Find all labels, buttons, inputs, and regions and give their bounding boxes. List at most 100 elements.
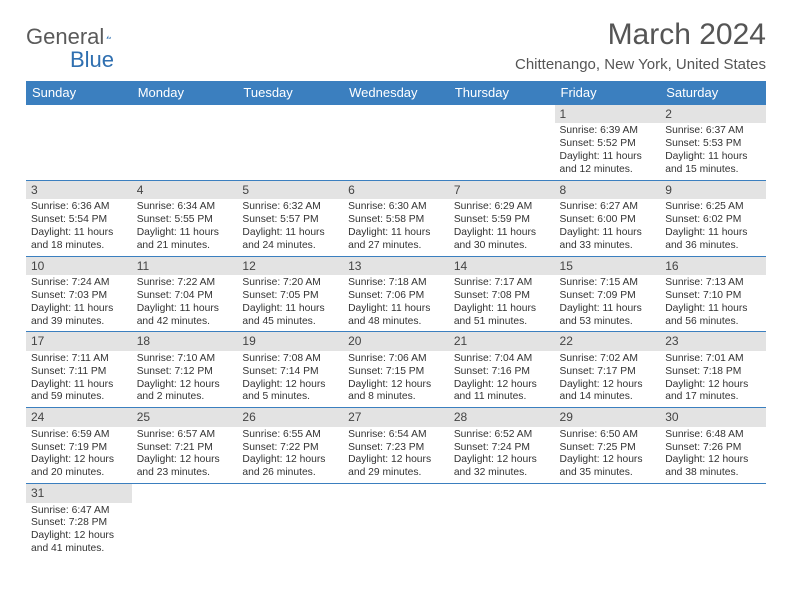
day-number: 26 xyxy=(237,408,343,426)
day-details: Sunrise: 6:48 AMSunset: 7:26 PMDaylight:… xyxy=(660,427,766,483)
calendar-day-cell: 13Sunrise: 7:18 AMSunset: 7:06 PMDayligh… xyxy=(343,256,449,332)
day-details: Sunrise: 6:54 AMSunset: 7:23 PMDaylight:… xyxy=(343,427,449,483)
sunrise-text: Sunrise: 6:59 AM xyxy=(31,429,127,442)
day-details: Sunrise: 6:57 AMSunset: 7:21 PMDaylight:… xyxy=(132,427,238,483)
day-header: Sunday xyxy=(26,81,132,105)
daylight-text: Daylight: 11 hours and 30 minutes. xyxy=(454,227,550,253)
sunrise-text: Sunrise: 6:25 AM xyxy=(665,201,761,214)
daylight-text: Daylight: 12 hours and 32 minutes. xyxy=(454,454,550,480)
sunrise-text: Sunrise: 6:29 AM xyxy=(454,201,550,214)
calendar-day-cell: 2Sunrise: 6:37 AMSunset: 5:53 PMDaylight… xyxy=(660,105,766,181)
sunset-text: Sunset: 5:55 PM xyxy=(137,214,233,227)
calendar-day-cell: 20Sunrise: 7:06 AMSunset: 7:15 PMDayligh… xyxy=(343,332,449,408)
sunset-text: Sunset: 7:23 PM xyxy=(348,442,444,455)
day-details: Sunrise: 6:39 AMSunset: 5:52 PMDaylight:… xyxy=(555,123,661,179)
daylight-text: Daylight: 11 hours and 45 minutes. xyxy=(242,303,338,329)
day-number: 7 xyxy=(449,181,555,199)
day-details: Sunrise: 7:20 AMSunset: 7:05 PMDaylight:… xyxy=(237,275,343,331)
logo-text-2: Blue xyxy=(70,47,114,73)
day-details: Sunrise: 6:59 AMSunset: 7:19 PMDaylight:… xyxy=(26,427,132,483)
sunrise-text: Sunrise: 7:18 AM xyxy=(348,277,444,290)
sunset-text: Sunset: 7:03 PM xyxy=(31,290,127,303)
daylight-text: Daylight: 11 hours and 36 minutes. xyxy=(665,227,761,253)
calendar-day-cell xyxy=(555,484,661,559)
daylight-text: Daylight: 11 hours and 56 minutes. xyxy=(665,303,761,329)
day-details: Sunrise: 6:29 AMSunset: 5:59 PMDaylight:… xyxy=(449,199,555,255)
calendar-day-cell: 10Sunrise: 7:24 AMSunset: 7:03 PMDayligh… xyxy=(26,256,132,332)
day-number: 27 xyxy=(343,408,449,426)
calendar-day-cell: 3Sunrise: 6:36 AMSunset: 5:54 PMDaylight… xyxy=(26,180,132,256)
sunset-text: Sunset: 7:19 PM xyxy=(31,442,127,455)
daylight-text: Daylight: 11 hours and 24 minutes. xyxy=(242,227,338,253)
sunrise-text: Sunrise: 6:50 AM xyxy=(560,429,656,442)
sunrise-text: Sunrise: 6:47 AM xyxy=(31,505,127,518)
day-details: Sunrise: 7:18 AMSunset: 7:06 PMDaylight:… xyxy=(343,275,449,331)
daylight-text: Daylight: 12 hours and 41 minutes. xyxy=(31,530,127,556)
sunrise-text: Sunrise: 7:24 AM xyxy=(31,277,127,290)
sunset-text: Sunset: 7:22 PM xyxy=(242,442,338,455)
day-number: 28 xyxy=(449,408,555,426)
header-row: General March 2024 Chittenango, New York… xyxy=(26,18,766,81)
day-header: Monday xyxy=(132,81,238,105)
daylight-text: Daylight: 11 hours and 51 minutes. xyxy=(454,303,550,329)
day-number: 23 xyxy=(660,332,766,350)
day-details: Sunrise: 6:37 AMSunset: 5:53 PMDaylight:… xyxy=(660,123,766,179)
day-number: 3 xyxy=(26,181,132,199)
day-details: Sunrise: 7:17 AMSunset: 7:08 PMDaylight:… xyxy=(449,275,555,331)
day-header: Wednesday xyxy=(343,81,449,105)
day-number: 14 xyxy=(449,257,555,275)
day-details: Sunrise: 7:04 AMSunset: 7:16 PMDaylight:… xyxy=(449,351,555,407)
calendar-week-row: 24Sunrise: 6:59 AMSunset: 7:19 PMDayligh… xyxy=(26,408,766,484)
sunset-text: Sunset: 7:05 PM xyxy=(242,290,338,303)
daylight-text: Daylight: 12 hours and 11 minutes. xyxy=(454,379,550,405)
sunset-text: Sunset: 7:24 PM xyxy=(454,442,550,455)
calendar-day-cell xyxy=(132,105,238,181)
day-details: Sunrise: 7:06 AMSunset: 7:15 PMDaylight:… xyxy=(343,351,449,407)
day-number: 15 xyxy=(555,257,661,275)
sunset-text: Sunset: 7:15 PM xyxy=(348,366,444,379)
sunrise-text: Sunrise: 7:02 AM xyxy=(560,353,656,366)
day-number: 21 xyxy=(449,332,555,350)
day-number: 22 xyxy=(555,332,661,350)
calendar-day-cell xyxy=(449,105,555,181)
daylight-text: Daylight: 11 hours and 59 minutes. xyxy=(31,379,127,405)
sunrise-text: Sunrise: 7:11 AM xyxy=(31,353,127,366)
daylight-text: Daylight: 11 hours and 15 minutes. xyxy=(665,151,761,177)
sunrise-text: Sunrise: 7:08 AM xyxy=(242,353,338,366)
calendar-day-cell: 14Sunrise: 7:17 AMSunset: 7:08 PMDayligh… xyxy=(449,256,555,332)
day-details: Sunrise: 6:30 AMSunset: 5:58 PMDaylight:… xyxy=(343,199,449,255)
page-title: March 2024 xyxy=(515,18,766,52)
day-number: 13 xyxy=(343,257,449,275)
sunset-text: Sunset: 5:53 PM xyxy=(665,138,761,151)
calendar-day-cell: 31Sunrise: 6:47 AMSunset: 7:28 PMDayligh… xyxy=(26,484,132,559)
calendar-day-cell xyxy=(132,484,238,559)
day-number: 1 xyxy=(555,105,661,123)
day-number: 20 xyxy=(343,332,449,350)
day-details: Sunrise: 6:25 AMSunset: 6:02 PMDaylight:… xyxy=(660,199,766,255)
sunrise-text: Sunrise: 6:55 AM xyxy=(242,429,338,442)
day-number: 4 xyxy=(132,181,238,199)
day-number: 17 xyxy=(26,332,132,350)
calendar-day-cell: 7Sunrise: 6:29 AMSunset: 5:59 PMDaylight… xyxy=(449,180,555,256)
calendar-day-cell: 22Sunrise: 7:02 AMSunset: 7:17 PMDayligh… xyxy=(555,332,661,408)
sunrise-text: Sunrise: 6:57 AM xyxy=(137,429,233,442)
calendar-day-cell: 16Sunrise: 7:13 AMSunset: 7:10 PMDayligh… xyxy=(660,256,766,332)
sunrise-text: Sunrise: 7:13 AM xyxy=(665,277,761,290)
sunset-text: Sunset: 7:12 PM xyxy=(137,366,233,379)
day-details: Sunrise: 6:27 AMSunset: 6:00 PMDaylight:… xyxy=(555,199,661,255)
sunset-text: Sunset: 7:10 PM xyxy=(665,290,761,303)
calendar-week-row: 3Sunrise: 6:36 AMSunset: 5:54 PMDaylight… xyxy=(26,180,766,256)
sunrise-text: Sunrise: 6:34 AM xyxy=(137,201,233,214)
location-subtitle: Chittenango, New York, United States xyxy=(515,56,766,73)
day-details: Sunrise: 7:11 AMSunset: 7:11 PMDaylight:… xyxy=(26,351,132,407)
calendar-day-cell: 1Sunrise: 6:39 AMSunset: 5:52 PMDaylight… xyxy=(555,105,661,181)
calendar-day-cell: 4Sunrise: 6:34 AMSunset: 5:55 PMDaylight… xyxy=(132,180,238,256)
day-details: Sunrise: 7:15 AMSunset: 7:09 PMDaylight:… xyxy=(555,275,661,331)
calendar-day-cell xyxy=(343,484,449,559)
daylight-text: Daylight: 12 hours and 23 minutes. xyxy=(137,454,233,480)
sunset-text: Sunset: 5:59 PM xyxy=(454,214,550,227)
day-details: Sunrise: 7:08 AMSunset: 7:14 PMDaylight:… xyxy=(237,351,343,407)
daylight-text: Daylight: 11 hours and 33 minutes. xyxy=(560,227,656,253)
day-number: 24 xyxy=(26,408,132,426)
calendar-day-cell: 11Sunrise: 7:22 AMSunset: 7:04 PMDayligh… xyxy=(132,256,238,332)
